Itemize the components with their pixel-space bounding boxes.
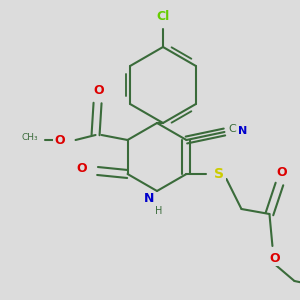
Text: N: N [144, 193, 154, 206]
Text: O: O [76, 163, 87, 176]
Text: CH₃: CH₃ [21, 134, 38, 142]
Text: O: O [54, 134, 65, 146]
Text: O: O [269, 251, 280, 265]
Text: Cl: Cl [156, 11, 170, 23]
Text: H: H [155, 206, 163, 216]
Text: C: C [229, 124, 236, 134]
Text: O: O [93, 85, 104, 98]
Text: O: O [276, 166, 287, 178]
Text: S: S [214, 167, 224, 181]
Text: N: N [238, 126, 247, 136]
